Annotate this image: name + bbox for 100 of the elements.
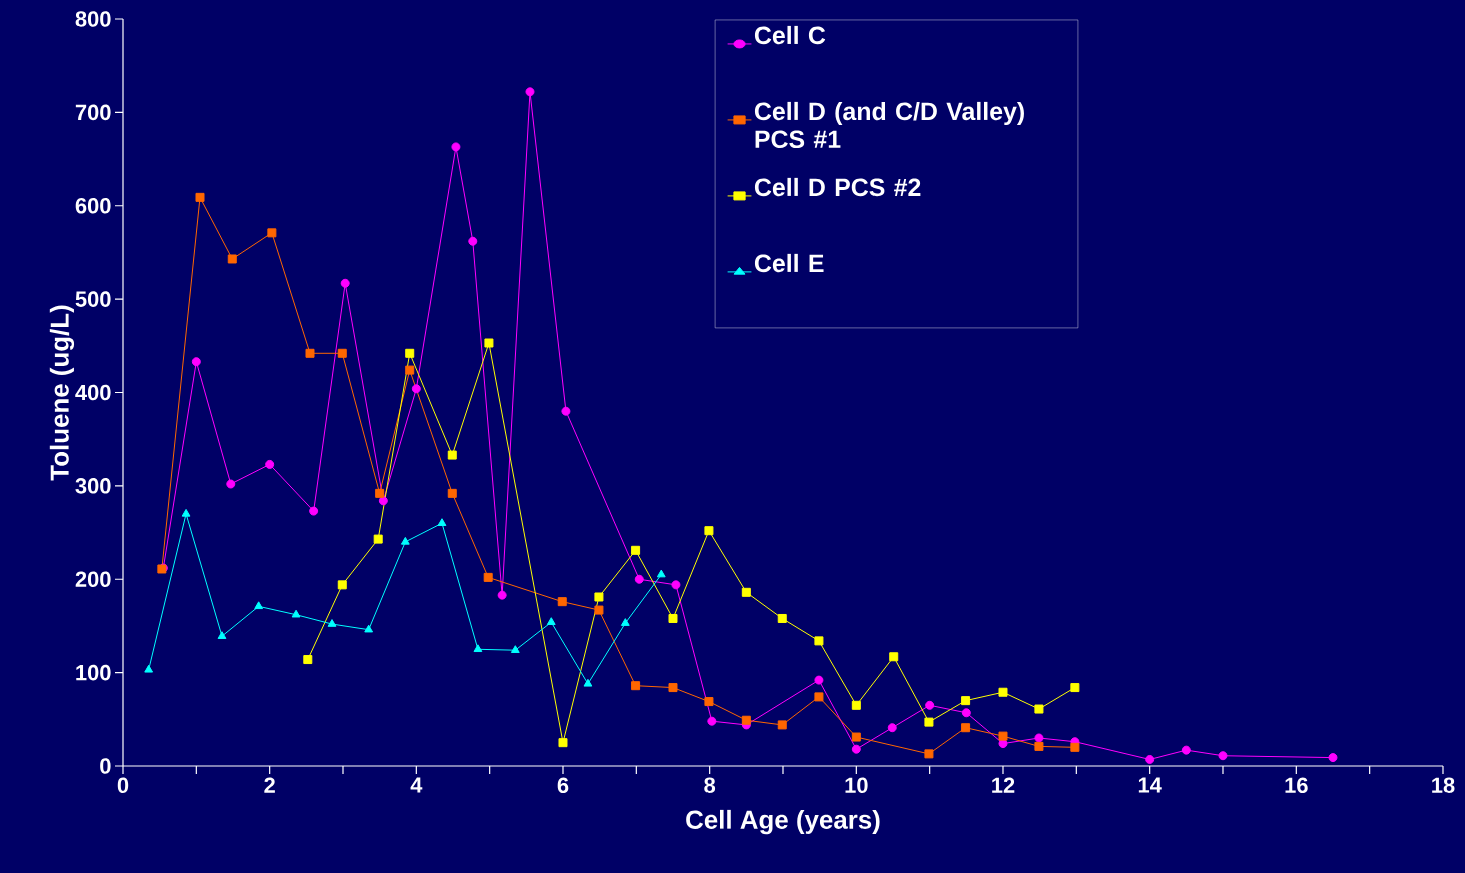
- point: [814, 692, 824, 702]
- point: [620, 618, 630, 626]
- point: [671, 580, 681, 590]
- point: [631, 681, 641, 691]
- point: [1070, 683, 1080, 693]
- point: [378, 496, 388, 506]
- point: [583, 678, 593, 687]
- point: [364, 624, 374, 633]
- x-tick-label: 18: [1432, 777, 1455, 794]
- x-tick-label: 6: [557, 777, 569, 794]
- x-tick-label: 14: [1138, 777, 1162, 793]
- y-tick-label: 500: [75, 291, 111, 307]
- point: [195, 192, 205, 202]
- point: [1034, 741, 1044, 751]
- point: [851, 744, 861, 754]
- point: [405, 365, 415, 375]
- legend-label: Cell D PCS #2: [754, 177, 921, 197]
- point: [594, 605, 604, 615]
- point: [558, 738, 568, 748]
- point: [925, 700, 935, 710]
- y-tick-label: 300: [75, 478, 111, 494]
- point: [814, 675, 824, 685]
- point: [924, 717, 934, 727]
- point: [887, 723, 897, 733]
- point: [634, 574, 644, 584]
- point: [704, 697, 714, 707]
- x-tick-label: 0: [117, 777, 129, 794]
- point: [484, 338, 494, 348]
- point: [998, 731, 1008, 741]
- point: [1328, 753, 1338, 763]
- y-tick-label: 100: [76, 664, 111, 681]
- y-tick-label: 200: [75, 571, 111, 588]
- point: [497, 590, 507, 600]
- point: [656, 569, 666, 578]
- point: [267, 228, 277, 238]
- point: [1034, 704, 1044, 714]
- point: [254, 601, 264, 610]
- y-tick-label: 600: [75, 197, 111, 214]
- point: [265, 459, 275, 469]
- point: [327, 619, 337, 627]
- point: [814, 636, 824, 646]
- y-tick-label: 700: [75, 104, 111, 121]
- point: [303, 655, 313, 665]
- point: [227, 254, 237, 264]
- point: [451, 142, 461, 152]
- point: [337, 348, 347, 358]
- y-axis-title: Toluene (ug/L): [49, 305, 75, 481]
- point: [704, 526, 714, 536]
- point: [631, 545, 641, 555]
- point: [668, 683, 678, 693]
- point: [226, 479, 236, 489]
- point: [468, 236, 478, 246]
- point: [337, 580, 347, 590]
- point: [777, 613, 787, 623]
- point: [411, 384, 421, 394]
- point: [1218, 751, 1228, 761]
- legend-label: Cell E: [754, 253, 824, 273]
- x-tick-label: 4: [410, 777, 423, 793]
- x-tick-label: 16: [1285, 777, 1308, 794]
- point: [998, 687, 1008, 697]
- point: [1145, 754, 1155, 764]
- point: [1070, 742, 1080, 752]
- point: [191, 357, 201, 367]
- point: [707, 716, 717, 726]
- point: [340, 278, 350, 288]
- y-tick-label: 800: [75, 11, 111, 27]
- point: [144, 664, 154, 673]
- point: [557, 597, 567, 607]
- point: [561, 406, 571, 416]
- x-tick-label: 2: [264, 777, 275, 793]
- point: [889, 652, 899, 662]
- point: [594, 592, 604, 602]
- point: [777, 720, 787, 730]
- point: [546, 617, 556, 625]
- point: [483, 572, 493, 582]
- y-tick-label: 0: [100, 758, 111, 774]
- point: [305, 348, 315, 358]
- point: [400, 536, 410, 545]
- point: [473, 644, 483, 653]
- point: [924, 749, 934, 759]
- point: [510, 645, 520, 653]
- y-tick-label: 400: [75, 384, 111, 401]
- point: [1181, 745, 1191, 755]
- legend-label: Cell D (and C/D Valley) PCS #1: [754, 101, 1024, 149]
- point: [1034, 733, 1044, 743]
- point: [181, 508, 191, 517]
- point: [405, 348, 415, 358]
- legend-label: Cell C: [754, 25, 826, 45]
- point: [741, 587, 751, 597]
- x-tick-label: 12: [992, 777, 1015, 793]
- point: [437, 518, 447, 526]
- point: [741, 715, 751, 725]
- point: [668, 613, 678, 623]
- point: [375, 488, 385, 498]
- point: [217, 631, 227, 639]
- point: [961, 723, 971, 733]
- x-tick-label: 8: [704, 777, 716, 794]
- point: [291, 609, 301, 618]
- x-axis-title: Cell Age (years): [686, 809, 880, 835]
- point: [447, 488, 457, 498]
